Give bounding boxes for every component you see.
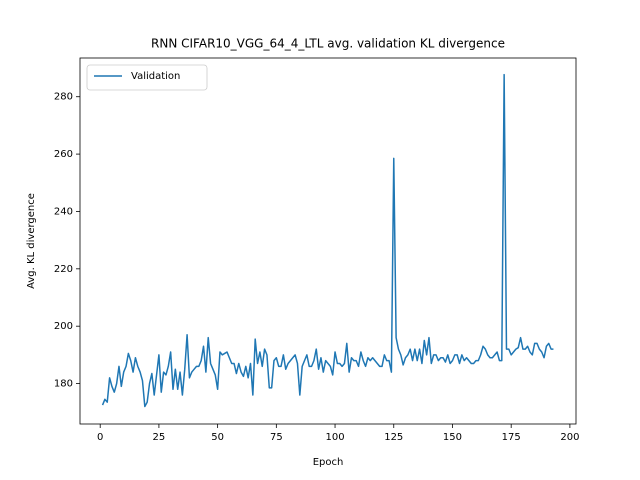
x-tick-label: 50 xyxy=(211,432,224,443)
y-axis-label: Avg. KL divergence xyxy=(26,193,37,289)
x-tick-label: 200 xyxy=(560,432,579,443)
legend-box xyxy=(86,64,208,91)
x-tick-label: 100 xyxy=(325,432,344,443)
y-tick-label: 240 xyxy=(54,206,73,217)
x-tick-label: 175 xyxy=(502,432,521,443)
x-tick-label: 150 xyxy=(443,432,462,443)
chart-title: RNN CIFAR10_VGG_64_4_LTL avg. validation… xyxy=(151,37,505,51)
line-series xyxy=(101,73,554,408)
x-tick-label: 0 xyxy=(97,432,103,443)
y-tick-label: 220 xyxy=(54,264,73,275)
legend-label: Validation xyxy=(131,71,180,82)
x-axis-label: Epoch xyxy=(313,457,344,468)
x-tick-label: 75 xyxy=(270,432,283,443)
x-tick-label: 25 xyxy=(153,432,166,443)
y-tick-label: 280 xyxy=(54,92,73,103)
y-tick-label: 260 xyxy=(54,149,73,160)
y-tick-label: 180 xyxy=(54,379,73,390)
x-tick-label: 125 xyxy=(384,432,403,443)
y-tick-label: 200 xyxy=(54,321,73,332)
plot-frame xyxy=(79,57,577,425)
